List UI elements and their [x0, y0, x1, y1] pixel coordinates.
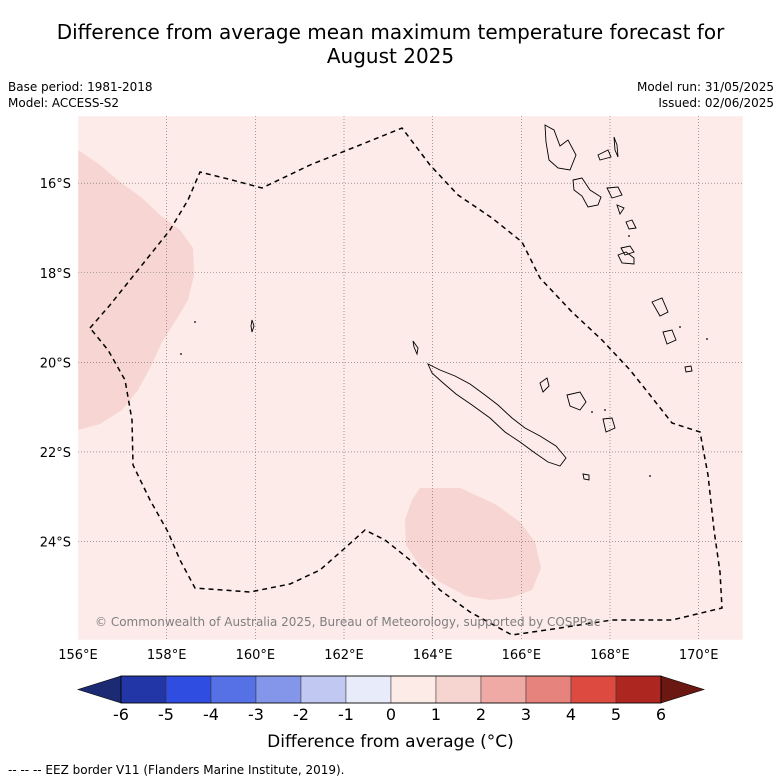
colorbar-under-arrow: [76, 675, 122, 704]
coast-pentecost: [613, 136, 619, 158]
longitude-label: 160°E: [236, 648, 276, 663]
colorbar-segment: [480, 675, 527, 704]
coast-loyalty-lifou: [566, 391, 587, 411]
longitude-label: 158°E: [147, 648, 187, 663]
colorbar-tick-label: 0: [386, 705, 396, 724]
colorbar-segment: [165, 675, 212, 704]
colorbar-title: Difference from average (°C): [267, 732, 514, 752]
coast-new-caledonia: [427, 363, 567, 467]
colorbar-tick-label: 1: [431, 705, 441, 724]
anomaly-patch-west: [78, 150, 194, 430]
eez-legend-note: -- -- -- EEZ border V11 (Flanders Marine…: [8, 763, 345, 777]
longitude-label: 164°E: [413, 648, 453, 663]
coast-epi: [616, 204, 625, 216]
model-name: Model: ACCESS-S2: [8, 96, 120, 110]
coast-ambrym: [606, 186, 623, 199]
latitude-label: 24°S: [40, 535, 71, 550]
colorbar-tick-labels: -6 -5 -4 -3 -2 -1 0 1 2 3 4 5 6: [113, 705, 666, 724]
colorbar-segment: [615, 675, 662, 704]
colorbar-segment: [120, 675, 167, 704]
latitude-label: 22°S: [40, 446, 71, 461]
model-run: Model run: 31/05/2025: [636, 80, 774, 94]
colorbar-tick-label: -6: [113, 705, 129, 724]
latitude-label: 20°S: [40, 356, 71, 371]
longitude-label: 170°E: [679, 648, 719, 663]
colorbar-tick-label: -3: [248, 705, 264, 724]
colorbar-tick-label: -4: [203, 705, 219, 724]
coast-loyalty-mare: [602, 417, 616, 433]
coast-belep: [412, 340, 419, 356]
colorbar-segment: [435, 675, 482, 704]
title-line-1: Difference from average mean maximum tem…: [56, 20, 725, 44]
longitude-label: 166°E: [502, 648, 542, 663]
colorbar-segment: [390, 675, 437, 704]
copyright-text: © Commonwealth of Australia 2025, Bureau…: [95, 615, 600, 629]
colorbar: [76, 675, 706, 704]
graticule: [78, 116, 743, 640]
longitude-label: 162°E: [324, 648, 364, 663]
eez-border: [89, 127, 723, 636]
coast-isle-of-pines: [582, 473, 590, 481]
colorbar-tick-label: 4: [566, 705, 576, 724]
longitude-label: 156°E: [58, 648, 98, 663]
colorbar-tick-label: -2: [293, 705, 309, 724]
coast-efate: [625, 219, 637, 230]
colorbar-segment: [525, 675, 572, 704]
small-islets: [180, 235, 708, 477]
colorbar-segment: [300, 675, 347, 704]
coast-islet-c: [684, 365, 693, 373]
colorbar-segment: [345, 675, 392, 704]
coast-maewo: [597, 149, 612, 161]
issued-date: Issued: 02/06/2025: [658, 96, 774, 110]
map-background: [78, 116, 743, 640]
anomaly-patch-south: [405, 488, 541, 600]
coast-malekula: [572, 177, 602, 208]
colorbar-frame: [120, 675, 662, 704]
colorbar-segment: [255, 675, 302, 704]
latitude-label: 16°S: [40, 177, 71, 192]
colorbar-tick-label: 2: [476, 705, 486, 724]
map-frame: [77, 115, 744, 641]
coast-loyalty-ouvea: [539, 377, 550, 393]
colorbar-tick-label: 6: [656, 705, 666, 724]
coast-islet-d: [250, 319, 255, 333]
base-period: Base period: 1981-2018: [8, 80, 153, 94]
coastlines: [250, 124, 693, 481]
colorbar-segment: [210, 675, 257, 704]
longitude-labels: 156°E 158°E 160°E 162°E 164°E 166°E 168°E 170°E: [58, 648, 718, 663]
coast-tanna: [617, 251, 635, 265]
colorbar-over-arrow: [660, 675, 706, 704]
colorbar-segment: [570, 675, 617, 704]
colorbar-tick-label: 3: [521, 705, 531, 724]
latitude-labels: 16°S 18°S 20°S 22°S 24°S: [40, 177, 71, 550]
coast-islet-a: [651, 297, 669, 317]
colorbar-tick-label: -5: [158, 705, 174, 724]
colorbar-tick-label: -1: [338, 705, 354, 724]
longitude-label: 168°E: [590, 648, 630, 663]
coast-islet-b: [662, 329, 677, 345]
latitude-label: 18°S: [40, 267, 71, 282]
coast-espiritu-santo: [544, 124, 577, 171]
colorbar-tick-label: 5: [611, 705, 621, 724]
title-line-2: August 2025: [326, 44, 455, 68]
